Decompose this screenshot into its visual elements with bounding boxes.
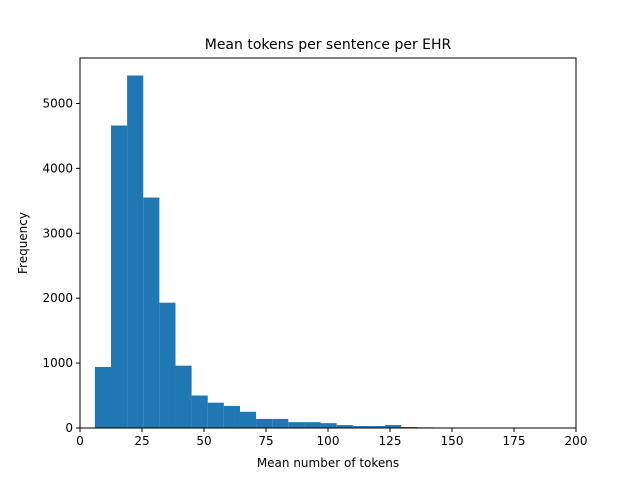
histogram-bar	[111, 126, 127, 428]
y-axis-ticks: 0 1000 2000 3000 4000 5000	[42, 96, 80, 435]
histogram-bar	[272, 419, 288, 428]
histogram-bar	[192, 396, 208, 428]
histogram-bar	[321, 423, 337, 428]
histogram-bar	[95, 367, 111, 428]
bars-layer	[95, 76, 562, 428]
y-tick-label: 5000	[42, 96, 73, 110]
chart-title: Mean tokens per sentence per EHR	[205, 37, 452, 53]
x-axis-ticks: 0 25 50 75 100 125 150 175 200	[76, 428, 587, 448]
y-tick-label: 1000	[42, 356, 73, 370]
x-axis-label: Mean number of tokens	[257, 456, 399, 470]
histogram-bar	[224, 406, 240, 428]
histogram-bar	[175, 366, 191, 428]
histogram-bar	[159, 303, 175, 428]
y-tick-label: 2000	[42, 291, 73, 305]
y-axis-label: Frequency	[16, 212, 30, 274]
x-tick-label: 125	[379, 434, 402, 448]
x-tick-label: 100	[317, 434, 340, 448]
histogram-bar	[143, 198, 159, 428]
x-tick-label: 75	[258, 434, 273, 448]
y-tick-label: 3000	[42, 226, 73, 240]
histogram-bar	[288, 422, 304, 428]
histogram-bar	[208, 403, 224, 428]
histogram-bar	[240, 412, 256, 428]
histogram-bar	[304, 422, 320, 428]
histogram-bar	[256, 419, 272, 428]
x-tick-label: 50	[196, 434, 211, 448]
x-tick-label: 25	[134, 434, 149, 448]
x-tick-label: 200	[565, 434, 588, 448]
x-tick-label: 0	[76, 434, 84, 448]
x-tick-label: 175	[503, 434, 526, 448]
histogram-bar	[127, 76, 143, 428]
y-tick-label: 4000	[42, 161, 73, 175]
y-tick-label: 0	[65, 421, 73, 435]
x-tick-label: 150	[441, 434, 464, 448]
